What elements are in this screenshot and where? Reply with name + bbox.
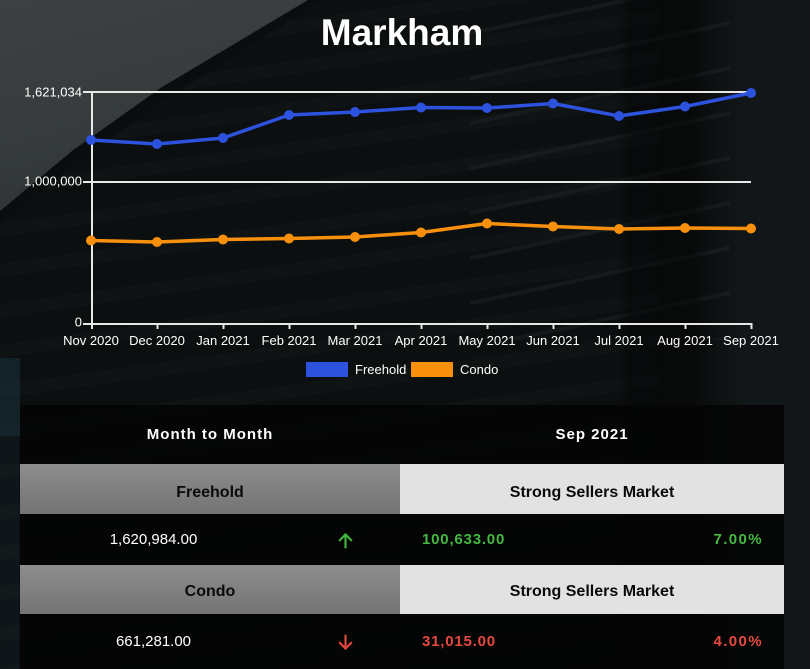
svg-text:Feb 2021: Feb 2021 (262, 333, 317, 348)
svg-text:Sep 2021: Sep 2021 (723, 333, 779, 348)
svg-text:Apr 2021: Apr 2021 (395, 333, 448, 348)
svg-text:Jul 2021: Jul 2021 (594, 333, 643, 348)
svg-text:0: 0 (75, 315, 82, 330)
svg-text:Jun 2021: Jun 2021 (526, 333, 580, 348)
svg-text:May 2021: May 2021 (458, 333, 515, 348)
svg-text:Jan 2021: Jan 2021 (196, 333, 250, 348)
svg-text:Nov 2020: Nov 2020 (63, 333, 119, 348)
svg-text:Aug 2021: Aug 2021 (657, 333, 713, 348)
svg-text:1,621,034: 1,621,034 (24, 85, 82, 100)
svg-text:Mar 2021: Mar 2021 (328, 333, 383, 348)
svg-text:1,000,000: 1,000,000 (24, 174, 82, 189)
svg-text:Dec 2020: Dec 2020 (129, 333, 185, 348)
